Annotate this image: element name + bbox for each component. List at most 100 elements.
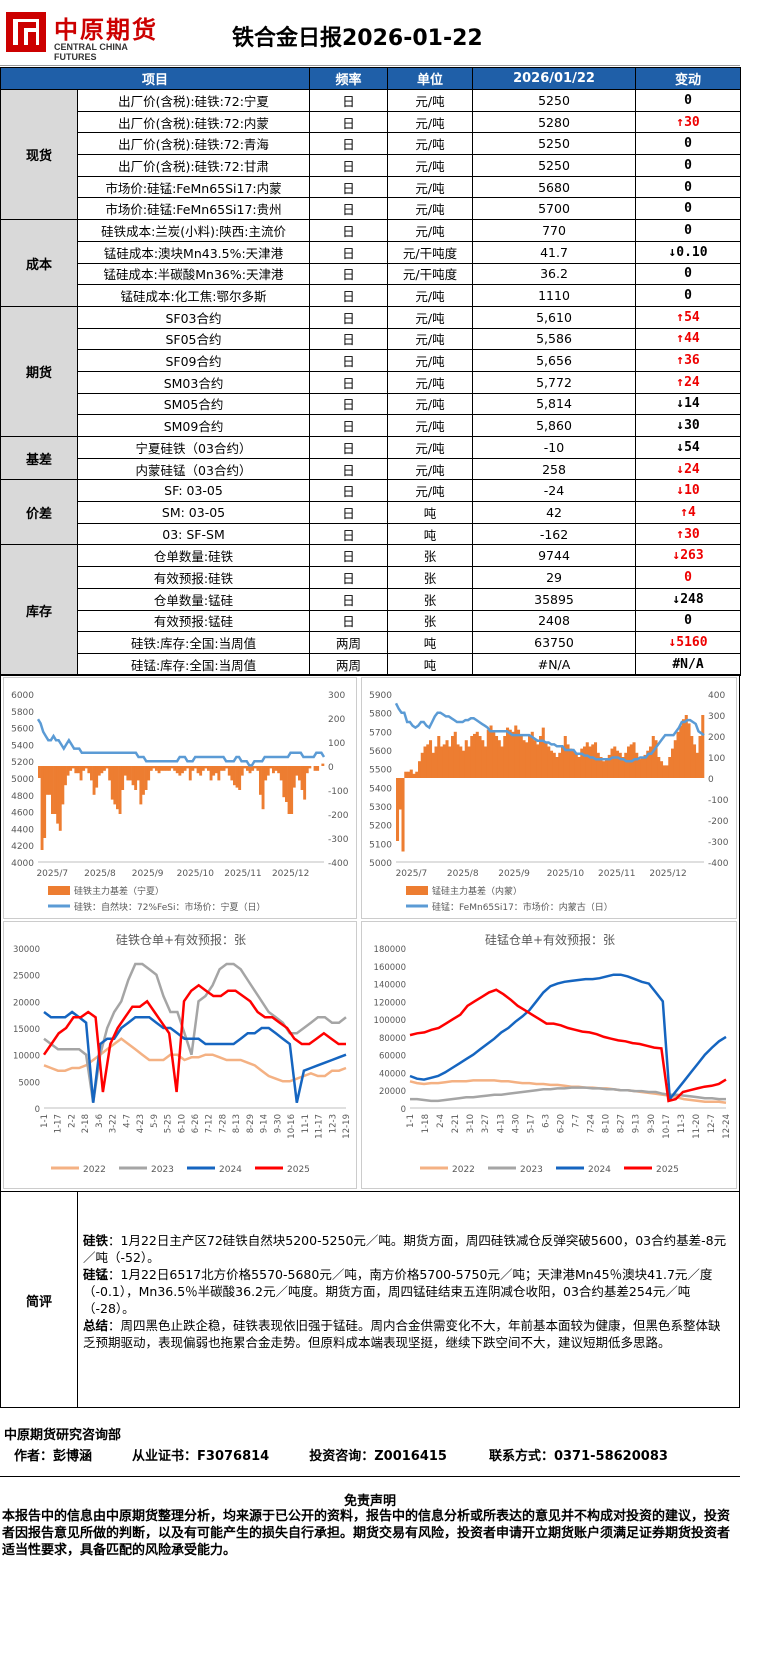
footer-info: 作者：彭博涵 从业证书：F3076814 投资咨询：Z0016415 联系方式：…	[4, 1445, 740, 1464]
table-row: 硅铁:库存:全国:当周值 两周吨 63750 ↓5160	[1, 631, 742, 654]
y-tick-label: 30000	[13, 945, 40, 955]
basis-bar	[217, 766, 221, 781]
basis-bar	[178, 766, 182, 776]
basis-bar	[591, 744, 595, 778]
comment-section: 简评 硅铁：1月22日主产区72硅铁自然块5200-5250元／吨。期货方面，周…	[0, 1192, 740, 1408]
unit-cell: 元/吨	[387, 175, 474, 199]
change-cell: 0	[635, 284, 742, 307]
x-tick-label: 2025/8	[84, 869, 116, 879]
x-tick-label: 2025/12	[272, 869, 309, 879]
basis-bar	[181, 766, 184, 774]
comment-sm-text: ：1月22日6517北方价格5570-5680元／吨，南方价格5700-5750…	[83, 1267, 713, 1316]
y-left-tick-label: 5600	[369, 747, 392, 757]
basis-bar	[558, 752, 562, 778]
basis-bar	[53, 766, 57, 814]
y-left-tick-label: 5800	[369, 710, 392, 720]
table-row: 仓单数量:锰硅日张 35895 ↓248	[1, 587, 742, 611]
charts-area: 6000 5800 5600 5400 5200 5000 4800 4600 4400 4200…	[0, 674, 740, 1192]
legend-label: 2025	[656, 1165, 679, 1175]
basis-bar	[71, 766, 75, 769]
table-row: SF09合约日元/吨 5,656 ↑36	[1, 349, 742, 372]
item-cell: SF: 03-05	[76, 479, 311, 503]
freq-cell: 日	[309, 284, 389, 307]
table-row: 出厂价(含税):硅铁:72:内蒙日元/吨 5280 ↑30	[1, 110, 742, 134]
basis-bar	[259, 766, 262, 795]
x-tick-label: 9-30	[273, 1114, 283, 1133]
x-tick-label: 6-10	[177, 1114, 187, 1133]
basis-bar	[563, 736, 567, 778]
freq-cell: 日	[309, 154, 389, 177]
table-row: 价差 SF: 03-05 日元/吨 -24 ↓10	[0, 479, 742, 546]
basis-bar	[269, 766, 273, 769]
basis-bar	[684, 715, 688, 778]
change-cell: ↓5160	[635, 631, 742, 654]
table-row: 锰硅成本:半碳酸Mn36%:天津港日元/干吨度 36.2 0	[1, 262, 742, 286]
table-row: SM: 03-05 日吨 42 ↑4	[1, 501, 742, 524]
basis-bar	[451, 736, 455, 778]
basis-bar	[240, 766, 244, 776]
chart-title: 硅铁仓单+有效预报：张	[116, 932, 246, 947]
value-cell: #N/A	[472, 652, 637, 676]
basis-bar	[514, 725, 518, 778]
footer-dept: 中原期货研究咨询部	[4, 1428, 122, 1443]
basis-bar	[58, 766, 62, 831]
y-left-tick-label: 5300	[369, 803, 392, 813]
category-cell: 成本	[0, 219, 78, 307]
basis-bar	[162, 766, 166, 771]
change-cell: ↓30	[635, 414, 742, 437]
unit-cell: 元/吨	[387, 436, 474, 459]
basis-bar	[64, 766, 67, 786]
basis-bar	[261, 766, 265, 810]
unit-cell: 元/吨	[387, 479, 474, 503]
y-tick-label: 10000	[13, 1052, 40, 1062]
x-tick-label: 12-24	[722, 1114, 732, 1139]
comment-summary-head: 总结	[83, 1318, 109, 1333]
change-cell: 0	[635, 219, 742, 242]
x-tick-label: 8-10	[602, 1114, 612, 1133]
table-row: 库存 仓单数量:硅铁日张 9744 ↓263	[0, 544, 742, 676]
y-left-tick-label: 4600	[11, 809, 34, 819]
arrow-up-icon: ↑	[680, 504, 689, 520]
item-cell: SM05合约	[76, 392, 311, 416]
change-value: 44	[684, 331, 700, 347]
comment-sm: 硅锰：1月22日6517北方价格5570-5680元／吨，南方价格5700-57…	[83, 1266, 733, 1317]
change-value: 24	[684, 374, 700, 390]
x-tick-label: 2025/11	[224, 869, 261, 879]
y-right-tick-label: -400	[708, 859, 729, 869]
x-tick-label: 8-27	[617, 1114, 627, 1133]
basis-bar	[690, 736, 694, 778]
change-value: 0	[684, 201, 692, 217]
basis-bar	[676, 731, 680, 778]
basis-bar	[544, 742, 548, 778]
col-header-item: 项目	[0, 67, 311, 90]
legend-label: 2022	[83, 1165, 106, 1175]
arrow-down-icon: ↓	[672, 591, 681, 607]
x-tick-label: 2025/7	[36, 869, 68, 879]
freq-cell: 日	[309, 609, 389, 633]
logo-cn-text: 中原期货	[54, 15, 158, 44]
basis-bar	[621, 757, 625, 778]
basis-bar	[142, 766, 145, 795]
basis-bar	[407, 771, 411, 778]
basis-bar	[256, 766, 260, 771]
change-value: 0	[684, 136, 692, 152]
freq-cell: 日	[309, 305, 389, 329]
basis-bar	[82, 766, 86, 771]
item-cell: 有效预报:锰硅	[76, 609, 311, 633]
y-tick-label: 160000	[374, 963, 406, 973]
series-line-2024	[409, 973, 727, 1103]
basis-bar	[503, 736, 507, 778]
basis-bar	[168, 766, 171, 771]
comment-sf-text: ：1月22日主产区72硅铁自然块5200-5250元／吨。期货方面，周四硅铁减仓…	[83, 1233, 727, 1265]
basis-bar	[445, 740, 449, 778]
x-tick-label: 5-9	[150, 1114, 160, 1128]
freq-cell: 两周	[309, 652, 389, 676]
change-value: 24	[684, 461, 700, 477]
footer-divider	[0, 1476, 740, 1477]
data-table: 项目 频率 单位 2026/01/22 变动 现货 出厂价(含税):硅铁:72:宁…	[0, 67, 742, 676]
change-cell: ↓14	[635, 392, 742, 416]
series-line-2024	[43, 1010, 347, 1103]
freq-cell: 日	[309, 327, 389, 351]
basis-bar	[673, 740, 677, 778]
basis-bar	[519, 736, 523, 778]
